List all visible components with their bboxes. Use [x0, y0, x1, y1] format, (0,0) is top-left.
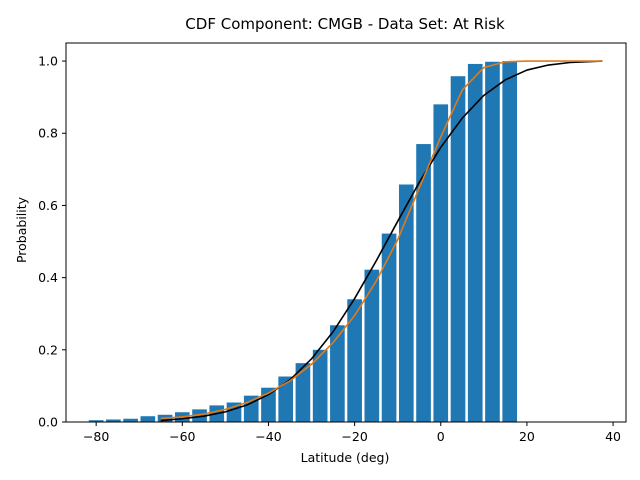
bar-17: [381, 233, 397, 422]
bars-layer: [88, 61, 518, 423]
x-axis-ticks: −80 −60 −40 −20 0 20 40: [83, 422, 621, 444]
bar-18: [398, 184, 414, 422]
bar-2: [123, 418, 138, 422]
chart-title: CDF Component: CMGB - Data Set: At Risk: [185, 15, 505, 33]
bar-22: [467, 63, 483, 422]
y-tick-label-4: 0.8: [38, 126, 58, 141]
bar-14: [330, 325, 345, 422]
bar-24: [502, 61, 518, 423]
bar-21: [450, 76, 466, 423]
y-tick-label-2: 0.4: [38, 270, 58, 285]
x-tick-label-3: −20: [341, 429, 367, 444]
x-tick-label-4: 0: [437, 429, 445, 444]
cdf-curve-0: [160, 60, 603, 422]
bar-23: [485, 61, 500, 423]
y-tick-label-3: 0.6: [38, 198, 58, 213]
bar-16: [364, 269, 380, 422]
y-axis-ticks: 0.0 0.2 0.4 0.6 0.8 1.0: [38, 54, 66, 430]
curves-layer: [160, 60, 603, 422]
y-tick-label-5: 1.0: [38, 54, 58, 69]
x-tick-label-5: 20: [519, 429, 535, 444]
bar-15: [347, 299, 362, 422]
bar-13: [312, 349, 328, 422]
bar-6: [192, 409, 207, 422]
y-tick-label-0: 0.0: [38, 415, 58, 430]
bar-0: [88, 420, 104, 422]
plot-frame: [65, 42, 627, 423]
x-tick-label-0: −80: [83, 429, 109, 444]
cdf-curve-1: [160, 60, 603, 420]
x-tick-label-1: −60: [169, 429, 195, 444]
bar-12: [295, 363, 311, 422]
x-axis-title: Latitude (deg): [301, 450, 390, 465]
bar-19: [416, 144, 431, 422]
bar-11: [278, 376, 294, 422]
bar-1: [106, 419, 121, 422]
x-tick-label-6: 40: [605, 429, 621, 444]
bar-3: [140, 416, 156, 422]
x-tick-label-2: −40: [255, 429, 281, 444]
y-tick-label-1: 0.2: [38, 342, 58, 357]
bar-20: [433, 104, 449, 423]
y-axis-title: Probability: [14, 196, 29, 263]
